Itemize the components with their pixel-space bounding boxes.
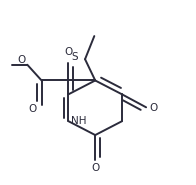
- Text: O: O: [64, 47, 73, 57]
- Text: O: O: [149, 103, 158, 113]
- Text: O: O: [17, 55, 25, 65]
- Text: S: S: [72, 52, 78, 62]
- Text: O: O: [29, 104, 37, 114]
- Text: O: O: [91, 163, 99, 173]
- Text: NH: NH: [71, 116, 86, 126]
